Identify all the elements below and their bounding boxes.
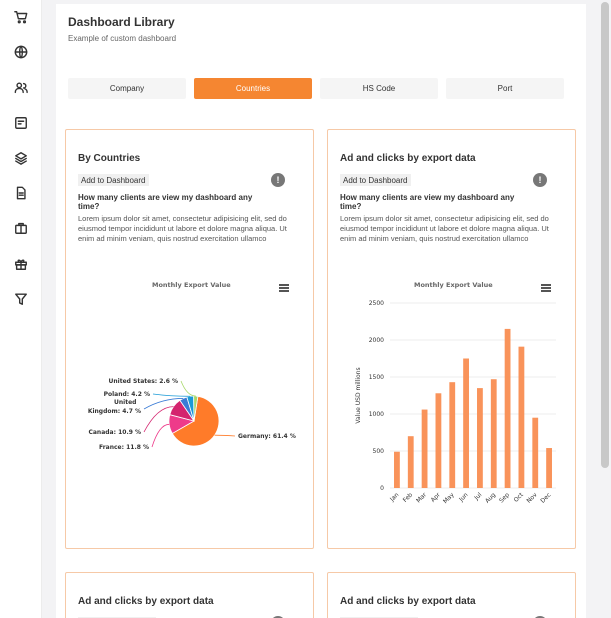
- pie-label: United Kingdom: 4.7 %: [88, 399, 141, 415]
- y-tick-label: 1000: [369, 411, 384, 418]
- card-ad-clicks: Ad and clicks by export data Add to Dash…: [327, 129, 576, 549]
- briefcase-icon[interactable]: [12, 219, 30, 237]
- card-title: By Countries: [78, 153, 141, 164]
- y-tick-label: 2000: [369, 337, 384, 344]
- bar[interactable]: [463, 358, 469, 489]
- users-icon[interactable]: [12, 79, 30, 97]
- info-icon[interactable]: [271, 616, 285, 618]
- y-tick-label: 1500: [369, 374, 384, 381]
- card-question: How many clients are view my dashboard a…: [78, 193, 253, 211]
- pie-chart: Germany: 61.4 % France: 11.8 % Canada: 10.…: [88, 378, 296, 451]
- info-icon[interactable]: [533, 616, 547, 618]
- y-axis-label: Value USD millions: [355, 367, 362, 423]
- pie-label: France: 11.8 %: [99, 444, 149, 451]
- globe-icon[interactable]: [12, 43, 30, 61]
- pie-label: United States: 2.6 %: [109, 378, 179, 385]
- bar[interactable]: [421, 409, 428, 488]
- info-icon[interactable]: !: [533, 173, 547, 187]
- x-tick-label: Sep: [498, 491, 511, 504]
- x-tick-label: Jul: [473, 491, 484, 502]
- chart-menu-icon[interactable]: [279, 284, 289, 292]
- add-to-dashboard-button[interactable]: Add to Dashboard: [78, 174, 149, 186]
- cart-icon[interactable]: [12, 8, 30, 26]
- chart-title: Monthly Export Value: [152, 281, 231, 289]
- card-title: Ad and clicks by export data: [78, 596, 214, 607]
- x-tick-label: Nov: [525, 491, 539, 505]
- y-tick-label: 0: [380, 485, 384, 492]
- pie-label: Poland: 4.2 %: [104, 391, 150, 398]
- card-title: Ad and clicks by export data: [340, 153, 476, 164]
- dashboard-icon[interactable]: [12, 114, 30, 132]
- card-by-countries: By Countries Add to Dashboard ! How many…: [65, 129, 314, 549]
- sidebar: [0, 0, 42, 618]
- chart-title: Monthly Export Value: [414, 281, 493, 289]
- gift-icon[interactable]: [12, 255, 30, 273]
- bar[interactable]: [532, 417, 539, 488]
- bar[interactable]: [407, 436, 414, 488]
- x-tick-label: Feb: [402, 491, 415, 504]
- card-ad-clicks-3: Ad and clicks by export data: [327, 572, 576, 618]
- tab-hs-code[interactable]: HS Code: [320, 78, 438, 99]
- card-question: How many clients are view my dashboard a…: [340, 193, 515, 211]
- tab-company[interactable]: Company: [68, 78, 186, 99]
- pie-connector: [214, 434, 236, 437]
- page-subtitle: Example of custom dashboard: [68, 34, 177, 43]
- pie-connector: [151, 423, 170, 448]
- filter-icon[interactable]: [12, 290, 30, 308]
- x-tick-label: Jan: [388, 491, 400, 503]
- x-tick-label: Dec: [539, 491, 552, 504]
- add-to-dashboard-button[interactable]: Add to Dashboard: [340, 174, 411, 186]
- layers-icon[interactable]: [12, 149, 30, 167]
- card-title: Ad and clicks by export data: [340, 596, 476, 607]
- x-tick-label: Jun: [457, 491, 469, 503]
- x-tick-label: Oct: [513, 491, 526, 504]
- bar[interactable]: [394, 451, 400, 488]
- tab-countries[interactable]: Countries: [194, 78, 312, 99]
- page-title: Dashboard Library: [68, 15, 175, 29]
- y-tick-label: 2500: [369, 300, 384, 307]
- bar[interactable]: [546, 448, 552, 488]
- y-tick-label: 500: [373, 448, 385, 455]
- card-description: Lorem ipsum dolor sit amet, consectetur …: [340, 214, 549, 244]
- x-tick-label: Aug: [484, 491, 497, 504]
- pie-connector: [152, 393, 191, 397]
- bar-chart: 0 500 1000 1500 2000 2500 Value USD millions Ja…: [355, 300, 556, 505]
- x-tick-label: May: [442, 491, 456, 505]
- bar[interactable]: [518, 346, 525, 488]
- chart-menu-icon[interactable]: [541, 284, 551, 292]
- card-ad-clicks-2: Ad and clicks by export data: [65, 572, 314, 618]
- info-icon[interactable]: !: [271, 173, 285, 187]
- bar[interactable]: [477, 388, 483, 488]
- bar[interactable]: [449, 382, 456, 488]
- tab-port[interactable]: Port: [446, 78, 564, 99]
- pie-label: Canada: 10.9 %: [88, 429, 141, 436]
- pie-connector: [143, 398, 184, 410]
- pie-label: Germany: 61.4 %: [238, 433, 296, 440]
- main-panel: Dashboard Library Example of custom dash…: [56, 4, 586, 618]
- bar[interactable]: [490, 379, 497, 488]
- scrollbar-thumb[interactable]: [601, 2, 609, 468]
- pie-slice[interactable]: [171, 395, 220, 447]
- x-tick-label: Mar: [415, 491, 428, 504]
- pie-connector: [143, 406, 174, 433]
- document-icon[interactable]: [12, 184, 30, 202]
- x-tick-label: Apr: [430, 491, 443, 504]
- bar[interactable]: [504, 328, 511, 488]
- pie-connector: [180, 380, 196, 397]
- bar[interactable]: [435, 393, 442, 488]
- card-description: Lorem ipsum dolor sit amet, consectetur …: [78, 214, 287, 244]
